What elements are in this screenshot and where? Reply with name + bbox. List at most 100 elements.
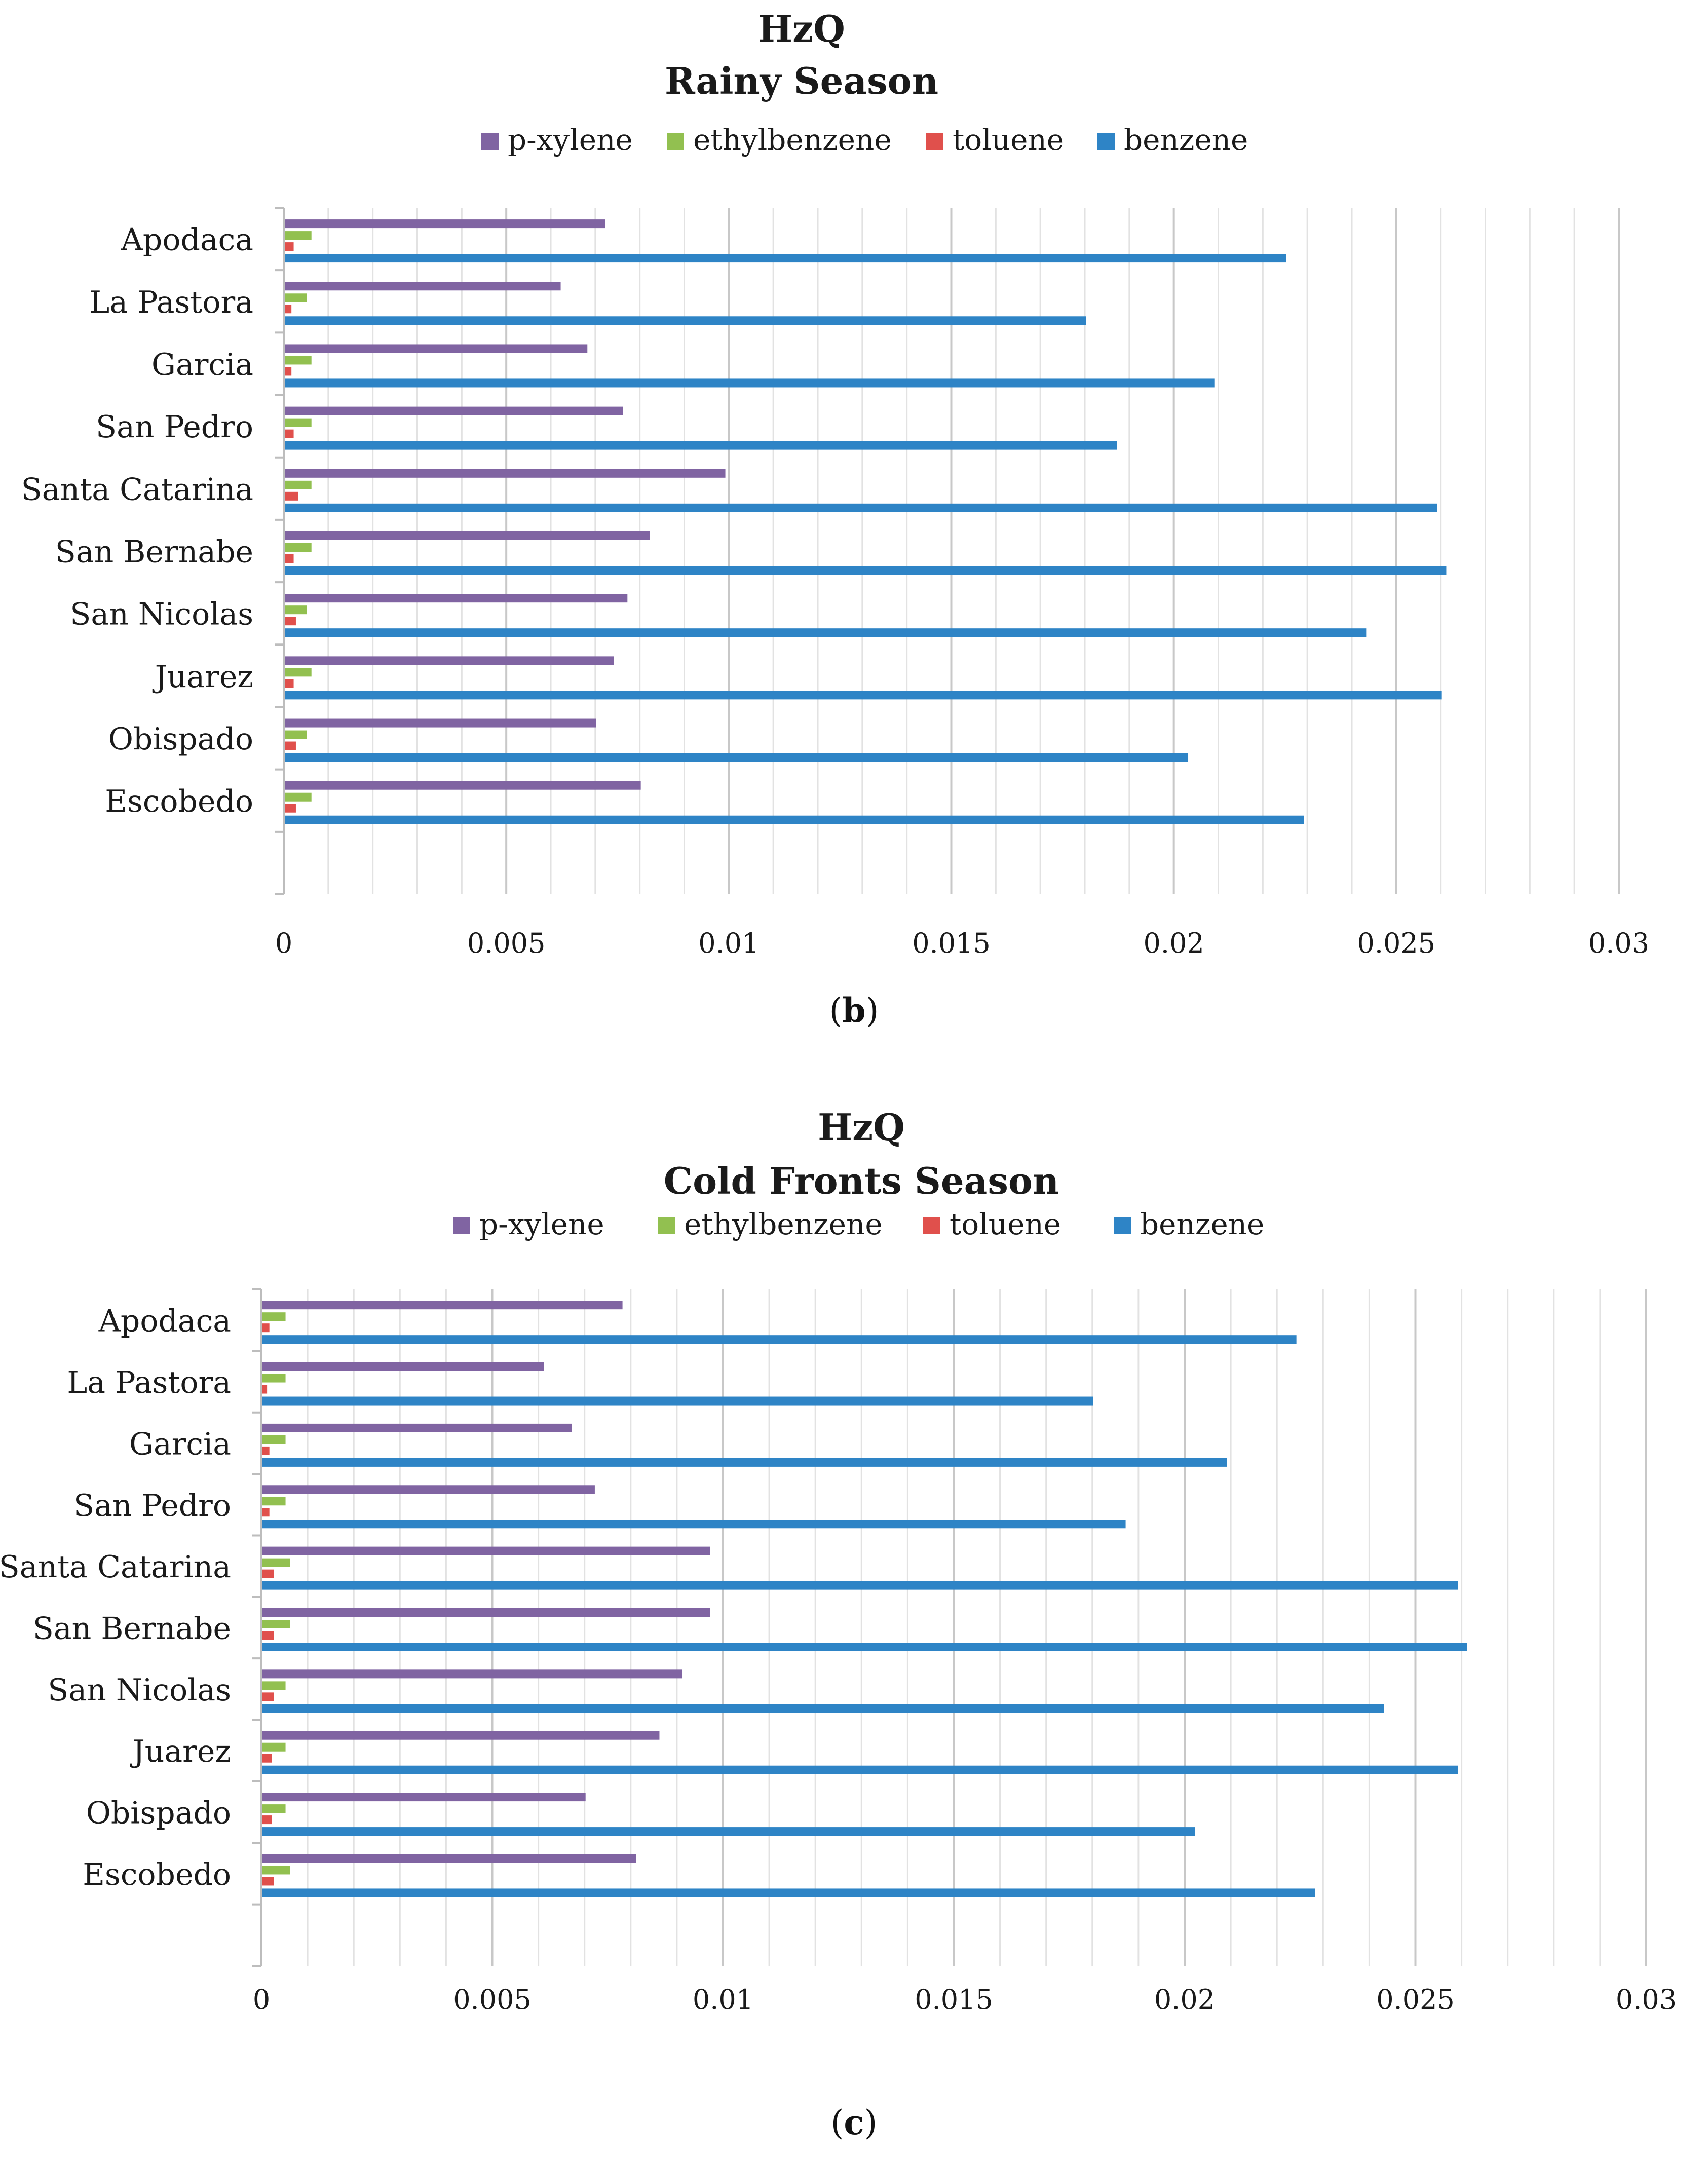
chart-0-bar-toluene-juarez bbox=[285, 679, 294, 688]
chart-1-bar-toluene-san-nicolas bbox=[262, 1692, 274, 1701]
chart-0-subtitle: Rainy Season bbox=[665, 59, 938, 102]
chart-0-bar-p-xylene-san-pedro bbox=[285, 406, 623, 415]
chart-1-bar-p-xylene-san-bernabe bbox=[262, 1608, 710, 1617]
chart-0-category-label: La Pastora bbox=[89, 285, 253, 320]
chart-0-bar-p-xylene-san-nicolas bbox=[285, 594, 628, 603]
chart-rainy-season: Apodaca La Pastora Garcia San Pedro Santa Ca… bbox=[21, 7, 1649, 959]
chart-1-bar-ethylbenzene-la-pastora bbox=[262, 1374, 286, 1383]
chart-1-bar-benzene-santa-catarina bbox=[262, 1581, 1458, 1590]
chart-0-bar-toluene-escobedo bbox=[285, 804, 296, 813]
chart-0-bar-benzene-san-bernabe bbox=[285, 566, 1447, 575]
chart-0-bar-ethylbenzene-san-nicolas bbox=[285, 605, 307, 615]
chart-0-category-label: Santa Catarina bbox=[21, 472, 253, 507]
chart-0-x-tick-label: 0.03 bbox=[1588, 927, 1649, 959]
chart-1-bar-ethylbenzene-escobedo bbox=[262, 1866, 290, 1875]
chart-1-legend-label-ethylbenzene: ethylbenzene bbox=[684, 1207, 883, 1241]
chart-1-bar-ethylbenzene-san-pedro bbox=[262, 1497, 286, 1506]
chart-0-bar-ethylbenzene-obispado bbox=[285, 730, 307, 739]
chart-1-bar-ethylbenzene-apodaca bbox=[262, 1312, 286, 1321]
chart-1-category-label: Obispado bbox=[86, 1796, 231, 1831]
chart-cold-fronts-season: Apodaca La Pastora Garcia San Pedro Santa Ca… bbox=[0, 1106, 1677, 2016]
chart-0-bar-p-xylene-juarez bbox=[285, 656, 614, 665]
chart-1-bar-toluene-juarez bbox=[262, 1754, 272, 1763]
chart-1-legend-swatch-p-xylene bbox=[453, 1217, 470, 1234]
chart-0-bar-toluene-la-pastora bbox=[285, 305, 292, 314]
chart-0-category-label: Juarez bbox=[152, 659, 253, 695]
chart-1-legend-label-p-xylene: p-xylene bbox=[479, 1207, 604, 1241]
chart-1-bar-toluene-san-pedro bbox=[262, 1508, 270, 1517]
chart-0-x-tick-label: 0.02 bbox=[1144, 927, 1204, 959]
chart-1-bar-p-xylene-garcia bbox=[262, 1423, 572, 1432]
chart-0-bar-toluene-garcia bbox=[285, 367, 292, 376]
chart-0-bar-benzene-apodaca bbox=[285, 254, 1286, 263]
chart-0-legend-label-p-xylene: p-xylene bbox=[508, 123, 633, 157]
chart-1-bar-p-xylene-santa-catarina bbox=[262, 1546, 710, 1555]
chart-1-bar-ethylbenzene-juarez bbox=[262, 1742, 286, 1752]
chart-0-bar-p-xylene-escobedo bbox=[285, 781, 641, 790]
chart-0-category-label: San Pedro bbox=[96, 409, 253, 445]
chart-0-legend-swatch-p-xylene bbox=[481, 133, 499, 150]
chart-1-bar-ethylbenzene-santa-catarina bbox=[262, 1558, 290, 1567]
chart-0-bar-benzene-santa-catarina bbox=[285, 503, 1437, 512]
chart-1-bar-p-xylene-san-pedro bbox=[262, 1485, 595, 1494]
chart-0-bar-p-xylene-apodaca bbox=[285, 219, 605, 229]
chart-1-bar-p-xylene-apodaca bbox=[262, 1301, 623, 1310]
chart-0-bars bbox=[285, 219, 1447, 824]
panel-label-c: (c) bbox=[830, 2103, 878, 2142]
chart-1-bar-toluene-obispado bbox=[262, 1815, 272, 1825]
chart-1-bar-toluene-santa-catarina bbox=[262, 1569, 274, 1578]
chart-1-bar-p-xylene-san-nicolas bbox=[262, 1669, 683, 1679]
chart-1-bar-toluene-san-bernabe bbox=[262, 1631, 274, 1640]
chart-0-category-label: Obispado bbox=[108, 722, 253, 757]
chart-1-legend-label-benzene: benzene bbox=[1140, 1207, 1264, 1241]
chart-0-bar-ethylbenzene-apodaca bbox=[285, 231, 312, 240]
chart-1-x-tick-label: 0.01 bbox=[693, 1984, 753, 2016]
chart-0-category-label: Apodaca bbox=[121, 222, 253, 258]
chart-0-bar-p-xylene-san-bernabe bbox=[285, 531, 650, 540]
chart-1-bar-p-xylene-la-pastora bbox=[262, 1362, 544, 1371]
chart-0-bar-benzene-juarez bbox=[285, 691, 1442, 700]
chart-1-legend: p-xylene ethylbenzene toluene benzene bbox=[453, 1207, 1264, 1241]
chart-1-bar-benzene-escobedo bbox=[262, 1888, 1315, 1897]
chart-0-bar-benzene-escobedo bbox=[285, 815, 1304, 824]
chart-0-bar-benzene-san-nicolas bbox=[285, 628, 1367, 637]
chart-1-category-label: Santa Catarina bbox=[0, 1549, 231, 1585]
chart-1-title: HzQ bbox=[818, 1106, 905, 1149]
chart-0-bar-toluene-santa-catarina bbox=[285, 491, 298, 501]
chart-1-bar-ethylbenzene-san-bernabe bbox=[262, 1620, 290, 1628]
chart-0-legend-swatch-toluene bbox=[926, 133, 943, 150]
chart-0-x-tick-label: 0.01 bbox=[698, 927, 759, 959]
chart-1-bar-benzene-garcia bbox=[262, 1458, 1227, 1467]
chart-0-bar-benzene-la-pastora bbox=[285, 316, 1086, 325]
chart-0-legend-label-benzene: benzene bbox=[1124, 123, 1248, 157]
chart-0-bar-toluene-obispado bbox=[285, 741, 296, 750]
chart-1-bar-toluene-garcia bbox=[262, 1446, 270, 1455]
chart-0-bar-toluene-apodaca bbox=[285, 242, 294, 251]
chart-0-bar-p-xylene-obispado bbox=[285, 718, 596, 728]
chart-0-bar-p-xylene-garcia bbox=[285, 344, 588, 353]
chart-1-category-label: La Pastora bbox=[67, 1365, 231, 1400]
chart-1-bar-ethylbenzene-garcia bbox=[262, 1435, 286, 1444]
chart-1-legend-swatch-ethylbenzene bbox=[658, 1217, 675, 1234]
chart-1-bar-benzene-apodaca bbox=[262, 1335, 1297, 1344]
chart-1-bar-ethylbenzene-obispado bbox=[262, 1804, 286, 1813]
chart-1-bar-p-xylene-obispado bbox=[262, 1793, 586, 1802]
chart-0-bar-ethylbenzene-la-pastora bbox=[285, 293, 307, 302]
chart-1-x-tick-label: 0.03 bbox=[1616, 1984, 1677, 2016]
chart-1-legend-swatch-toluene bbox=[923, 1217, 940, 1234]
chart-0-bar-ethylbenzene-juarez bbox=[285, 668, 312, 677]
chart-0-bar-ethylbenzene-garcia bbox=[285, 356, 312, 365]
chart-1-category-label: San Pedro bbox=[73, 1488, 231, 1524]
chart-0-category-label: Escobedo bbox=[105, 784, 253, 819]
chart-1-bar-toluene-apodaca bbox=[262, 1323, 270, 1333]
chart-1-bar-toluene-la-pastora bbox=[262, 1385, 268, 1394]
chart-1-category-label: Escobedo bbox=[83, 1857, 231, 1892]
chart-1-bar-benzene-juarez bbox=[262, 1765, 1458, 1774]
chart-0-legend-label-ethylbenzene: ethylbenzene bbox=[693, 123, 892, 157]
chart-0-bar-ethylbenzene-san-bernabe bbox=[285, 543, 312, 552]
chart-0-title: HzQ bbox=[758, 7, 845, 50]
chart-0-bar-p-xylene-la-pastora bbox=[285, 282, 561, 291]
chart-0-x-tick-label: 0.015 bbox=[912, 927, 991, 959]
chart-1-bar-benzene-san-bernabe bbox=[262, 1643, 1467, 1651]
chart-0-category-label: San Nicolas bbox=[70, 597, 253, 632]
